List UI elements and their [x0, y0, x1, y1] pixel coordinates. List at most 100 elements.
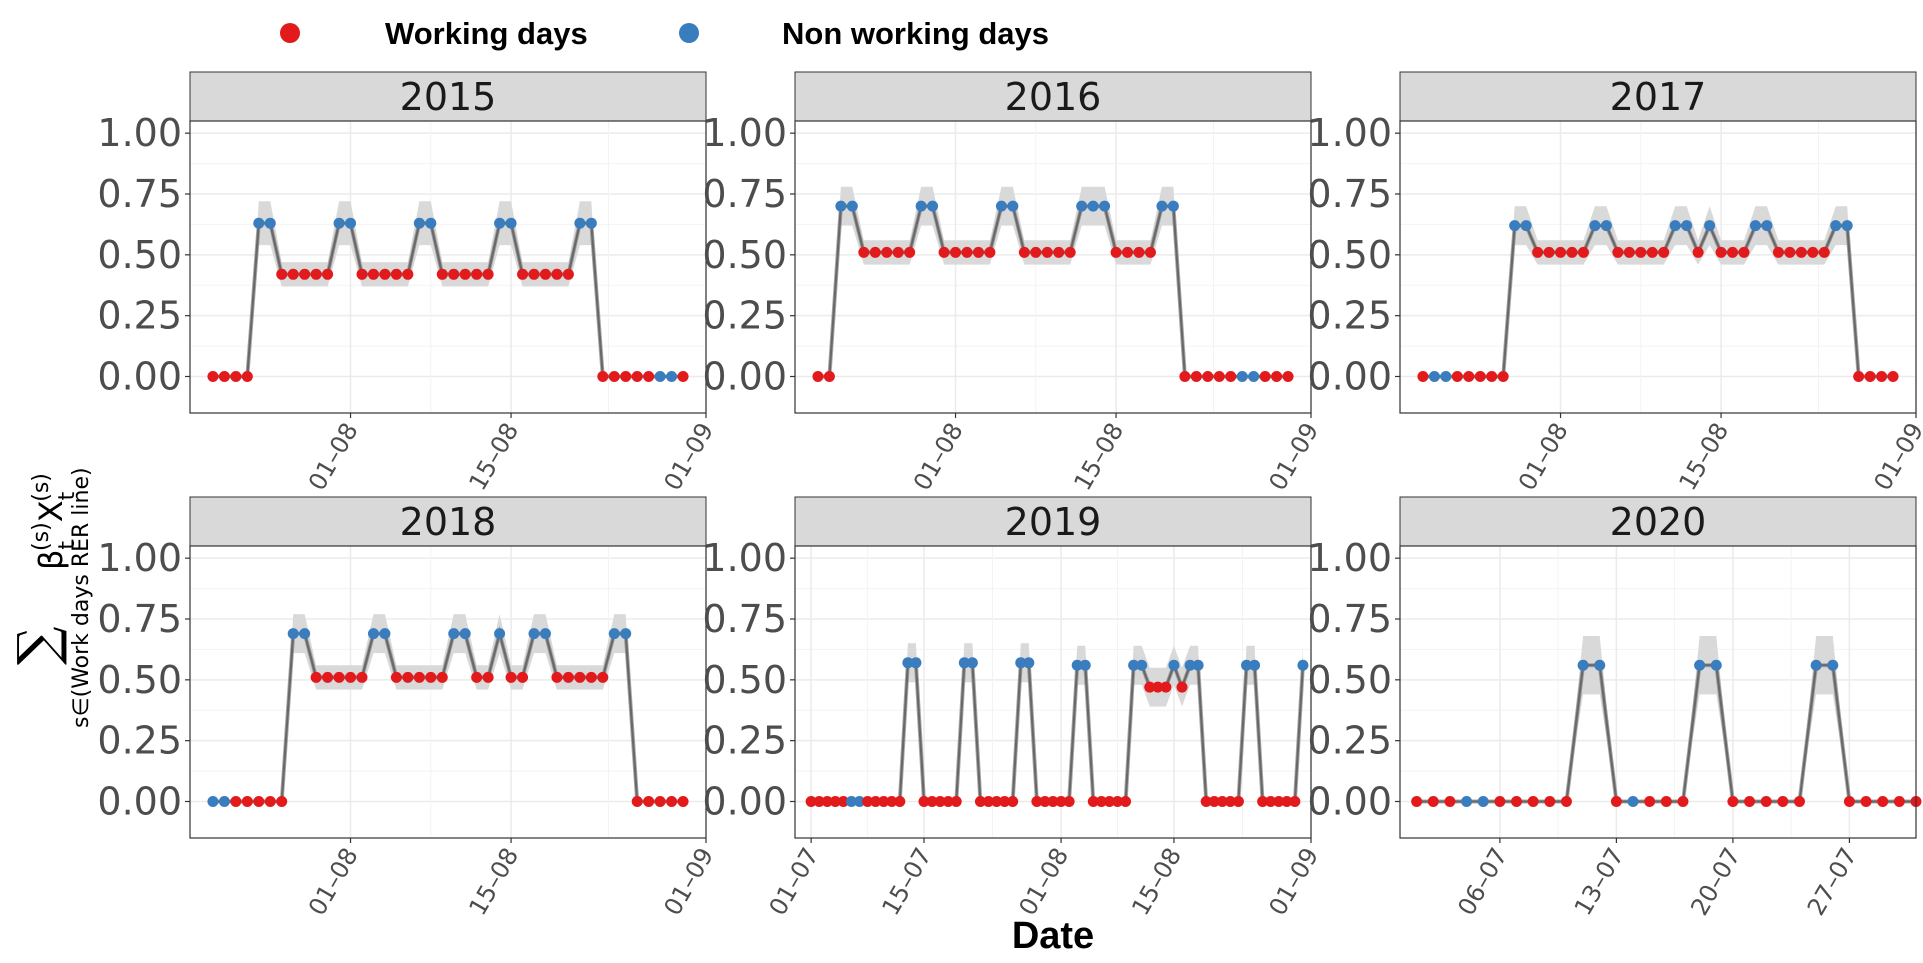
data-point-non-working	[207, 796, 219, 807]
data-point-non-working	[1128, 659, 1140, 671]
data-point-working	[1289, 796, 1301, 807]
data-point-non-working	[494, 217, 506, 229]
data-point-working	[1658, 246, 1670, 258]
data-point-non-working	[1136, 659, 1148, 671]
data-point-working	[402, 268, 414, 280]
data-point-non-working	[1827, 659, 1839, 671]
data-point-working	[1122, 246, 1134, 258]
panel-strip-label: 2020	[1610, 500, 1707, 544]
data-point-non-working	[1830, 220, 1842, 232]
data-point-working	[677, 796, 689, 807]
data-point-working	[1784, 246, 1796, 258]
panel-border	[794, 120, 1312, 414]
data-point-working	[539, 268, 551, 280]
data-point-non-working	[287, 628, 299, 640]
panel-2019: 2019 0.00 0.25 0.50 0.75 1.00 01–07 15–07 01–08 1…	[702, 496, 1324, 920]
y-tick-label: 0.25	[702, 719, 787, 763]
data-point-working	[918, 796, 930, 807]
data-point-non-working	[1627, 796, 1639, 807]
data-point-working	[829, 796, 841, 807]
data-point-working	[1202, 371, 1214, 382]
x-tick-label: 01–08	[303, 843, 364, 920]
x-tick-label: 15–08	[1126, 843, 1187, 920]
data-point-non-working	[367, 628, 379, 640]
x-tick-label: 01–09	[1263, 843, 1324, 920]
data-point-non-working	[1099, 200, 1111, 212]
data-point-working	[1610, 796, 1622, 807]
data-point-working	[562, 268, 574, 280]
y-tick-label: 0.50	[1307, 233, 1392, 277]
data-point-working	[299, 268, 311, 280]
data-point-non-working	[1192, 659, 1204, 671]
data-point-non-working	[1079, 659, 1091, 671]
data-point-working	[1877, 796, 1889, 807]
data-point-working	[1007, 796, 1019, 807]
data-point-non-working	[1594, 659, 1606, 671]
data-point-working	[881, 246, 893, 258]
data-point-working	[934, 796, 946, 807]
data-point-non-working	[846, 200, 858, 212]
data-point-non-working	[299, 628, 311, 640]
y-tick-label: 0.75	[97, 172, 182, 216]
x-tick-label: 13–07	[1569, 843, 1630, 920]
data-point-working	[870, 796, 882, 807]
data-point-working	[1282, 371, 1294, 382]
data-point-non-working	[528, 628, 540, 640]
data-point-working	[425, 671, 437, 683]
x-tick-label: 01–09	[658, 843, 719, 920]
data-point-working	[886, 796, 898, 807]
data-point-working	[950, 246, 962, 258]
data-point-working	[1497, 371, 1509, 382]
data-point-working	[1265, 796, 1277, 807]
panel-strip	[1399, 496, 1917, 547]
data-point-working	[608, 371, 620, 382]
data-point-working	[436, 671, 448, 683]
data-point-working	[597, 371, 609, 382]
data-point-working	[356, 268, 368, 280]
data-point-working	[961, 246, 973, 258]
y-tick-label: 0.25	[97, 294, 182, 338]
data-point-non-working	[1710, 659, 1722, 671]
data-point-working	[528, 268, 540, 280]
data-point-working	[1273, 796, 1285, 807]
data-point-non-working	[574, 217, 586, 229]
data-point-non-working	[1749, 220, 1761, 232]
data-point-non-working	[1440, 371, 1452, 382]
data-point-non-working	[1241, 659, 1252, 671]
data-point-working	[333, 671, 345, 683]
data-point-non-working	[1461, 796, 1473, 807]
data-point-working	[1486, 371, 1498, 382]
data-point-non-working	[1248, 371, 1260, 382]
data-point-non-working	[333, 217, 345, 229]
data-point-working	[942, 796, 954, 807]
x-axis-label: Date	[1012, 915, 1094, 957]
data-point-working	[1555, 246, 1567, 258]
data-point-working	[983, 796, 994, 807]
y-tick-label: 0.25	[97, 719, 182, 763]
data-point-working	[482, 671, 494, 683]
data-point-working	[1224, 796, 1236, 807]
data-point-working	[878, 796, 890, 807]
data-point-working	[585, 671, 597, 683]
data-point-working	[813, 796, 825, 807]
data-point-working	[1120, 796, 1132, 807]
y-axis-label: βt(s)Xt(s) ∑ s∈(Work days RER line)	[6, 467, 94, 728]
panel-strip	[189, 496, 707, 547]
data-point-working	[1511, 796, 1523, 807]
data-point-non-working	[995, 200, 1007, 212]
data-point-working	[1646, 246, 1658, 258]
y-tick-label: 0.50	[97, 658, 182, 702]
data-point-working	[950, 796, 962, 807]
data-point-working	[1190, 371, 1202, 382]
data-point-non-working	[1509, 220, 1521, 232]
data-point-working	[367, 268, 379, 280]
x-tick-label: 27–07	[1802, 843, 1863, 920]
data-point-working	[459, 268, 471, 280]
data-point-working	[1208, 796, 1220, 807]
x-tick-label: 06–07	[1452, 843, 1513, 920]
data-point-non-working	[1076, 200, 1088, 212]
data-point-working	[264, 796, 276, 807]
data-point-working	[230, 796, 242, 807]
data-point-working	[1566, 246, 1578, 258]
